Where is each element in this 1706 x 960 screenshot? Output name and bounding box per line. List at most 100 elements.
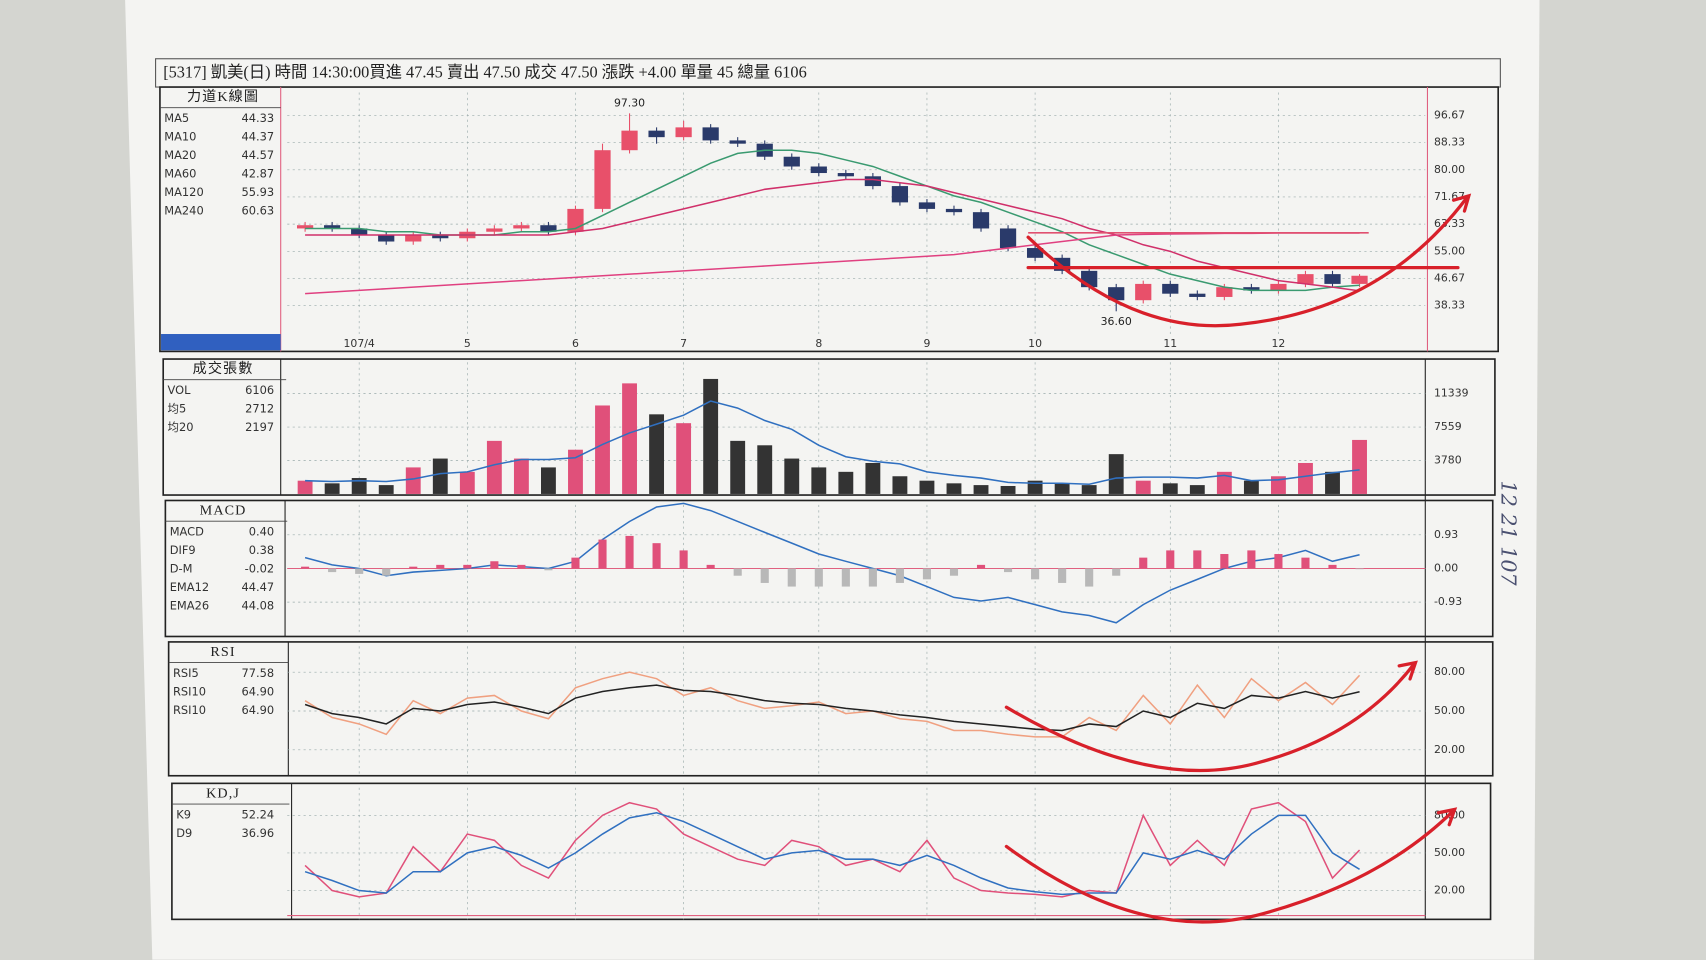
candle-body xyxy=(729,140,746,144)
bar xyxy=(625,535,634,569)
candle-body xyxy=(1216,287,1233,297)
bar xyxy=(1216,471,1232,494)
y-tick-label: 38.33 xyxy=(1434,299,1465,312)
legend-value: 77.58 xyxy=(242,666,275,680)
candle-body xyxy=(1162,283,1179,294)
bar xyxy=(463,564,472,569)
bar xyxy=(490,561,499,569)
bar xyxy=(1108,454,1124,494)
hand-drawing xyxy=(1004,193,1472,924)
bar xyxy=(1325,471,1340,494)
candle-body xyxy=(891,186,909,203)
legend-value: 2712 xyxy=(245,402,274,416)
panel-title: KD,J xyxy=(206,785,240,801)
bar xyxy=(976,564,986,569)
candle-body xyxy=(296,225,314,229)
bar xyxy=(301,566,310,569)
candle-body xyxy=(405,234,422,242)
candle-body xyxy=(810,166,827,174)
candle-body xyxy=(351,228,368,235)
legend-name: RSI5 xyxy=(173,666,199,680)
bar xyxy=(540,467,556,494)
bar xyxy=(922,568,932,580)
series-line xyxy=(305,178,1360,292)
bar xyxy=(868,568,877,587)
legend-name: DIF9 xyxy=(170,543,196,557)
legend-value: 44.08 xyxy=(242,599,275,613)
series-line xyxy=(304,811,1360,896)
bar xyxy=(378,485,394,494)
candle-body xyxy=(378,234,395,242)
paper: [5317] 凱美(日) 時間 14:30:00買進 47.45 賣出 47.5… xyxy=(125,0,1540,960)
bar xyxy=(1162,483,1178,494)
bar xyxy=(355,568,364,574)
bar xyxy=(919,480,935,494)
x-tick-label: 9 xyxy=(923,337,930,350)
legend-name: MA5 xyxy=(164,111,189,125)
panel-title: RSI xyxy=(210,644,235,660)
candle-body xyxy=(999,228,1017,249)
bar xyxy=(1189,485,1205,494)
legend-name: MA120 xyxy=(164,185,203,199)
candle-body xyxy=(1108,287,1125,301)
bar xyxy=(679,550,688,569)
handwritten-note: 12 21 107 xyxy=(1496,481,1520,587)
bar xyxy=(459,471,475,494)
bar xyxy=(513,458,529,494)
x-tick-label: 107/4 xyxy=(344,337,375,350)
candle-body xyxy=(864,176,881,187)
legend-value: 0.40 xyxy=(249,525,274,539)
candle-body xyxy=(675,127,692,138)
candle-body xyxy=(837,173,854,177)
legend-name: RSI10 xyxy=(173,703,206,717)
legend-value: 55.93 xyxy=(242,185,275,199)
y-tick-label: -0.93 xyxy=(1434,595,1462,608)
bar xyxy=(1301,557,1310,569)
y-tick-label: 3780 xyxy=(1434,454,1462,467)
y-tick-label: 20.00 xyxy=(1434,743,1465,756)
bar xyxy=(324,483,340,494)
bar xyxy=(895,568,904,583)
bar xyxy=(1135,480,1151,494)
legend-value: 42.87 xyxy=(242,167,275,181)
bar xyxy=(1054,483,1070,494)
bar xyxy=(1139,557,1148,569)
legend-name: EMA26 xyxy=(170,599,209,613)
bar xyxy=(595,405,610,494)
y-tick-label: 0.00 xyxy=(1434,561,1458,574)
y-tick-label: 50.00 xyxy=(1434,704,1465,717)
x-tick-label: 8 xyxy=(815,337,822,350)
legend-name: VOL xyxy=(168,383,192,397)
bar xyxy=(652,543,661,569)
legend-name: MA20 xyxy=(164,148,196,162)
bar xyxy=(328,568,337,573)
bar xyxy=(382,568,391,576)
bar xyxy=(1004,568,1013,573)
candle-body xyxy=(1026,248,1044,258)
bar xyxy=(598,539,607,569)
series-line xyxy=(305,400,1360,486)
bar xyxy=(1031,568,1040,580)
legend-value: 60.63 xyxy=(242,204,275,218)
legend-name: MA60 xyxy=(164,167,196,181)
x-tick-label: 5 xyxy=(464,337,471,350)
macd-frame xyxy=(164,499,1494,638)
legend-value: 44.47 xyxy=(242,580,275,594)
bar xyxy=(432,458,448,494)
candle-body xyxy=(1324,274,1341,284)
bar xyxy=(949,568,959,576)
legend-name: MA240 xyxy=(164,204,203,218)
panel-title: 成交張數 xyxy=(193,360,254,377)
legend-value: 44.33 xyxy=(242,111,275,125)
legend-value: 52.24 xyxy=(242,807,275,821)
legend-value: 64.90 xyxy=(242,703,275,717)
bar xyxy=(1193,550,1202,569)
bar xyxy=(760,568,769,583)
bar xyxy=(841,568,850,587)
bar xyxy=(649,414,665,494)
candle-body xyxy=(1297,274,1314,284)
series-line xyxy=(305,232,1360,295)
bar xyxy=(784,458,800,494)
bar xyxy=(1058,568,1067,583)
candle-body xyxy=(1351,275,1368,284)
